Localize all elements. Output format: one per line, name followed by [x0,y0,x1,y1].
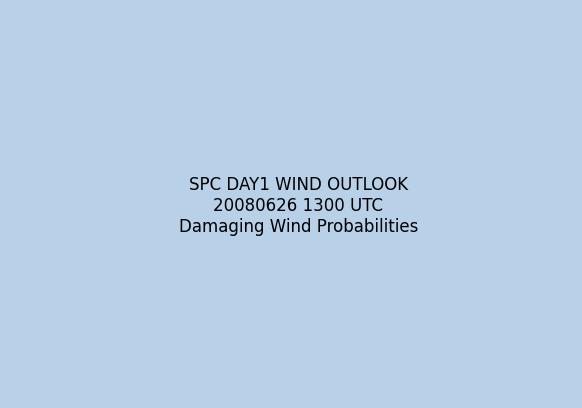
Text: SPC DAY1 WIND OUTLOOK
20080626 1300 UTC
Damaging Wind Probabilities: SPC DAY1 WIND OUTLOOK 20080626 1300 UTC … [179,176,418,236]
